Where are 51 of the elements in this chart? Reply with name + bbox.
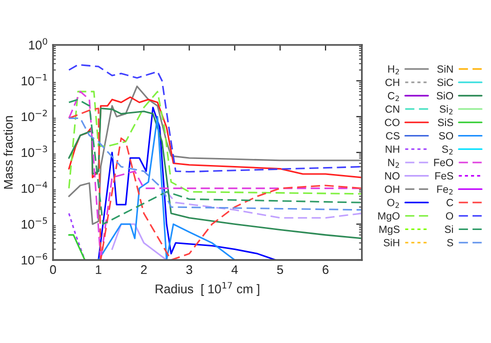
- line-series: [68, 90, 362, 195]
- line-series: [98, 106, 276, 260]
- x-axis-title: Radius [ 10$^{17}$ cm ]: [156, 282, 260, 296]
- legend-label: CO: [384, 118, 400, 126]
- y-tick-label: 10$^{0}$: [29, 38, 48, 50]
- legend-label: NH: [386, 146, 400, 153]
- legend-label: N$_{2}$: [388, 158, 399, 168]
- legend-label: H$_{2}$: [388, 65, 399, 74]
- legend-label: SiN: [437, 65, 453, 73]
- y-tick-label: 10$^{−5}$: [22, 217, 47, 229]
- legend-label: NO: [385, 172, 400, 180]
- y-tick-label: 10$^{−3}$: [22, 146, 48, 158]
- legend-label: SiS: [438, 118, 454, 126]
- legend-label: SO: [439, 132, 454, 140]
- line-series: [68, 64, 362, 172]
- legend-label: Si$_{2}$: [440, 105, 452, 114]
- y-tick-label: 10$^{−1}$: [22, 74, 47, 86]
- x-tick-label: 2: [141, 265, 147, 274]
- line-series: [68, 117, 362, 211]
- y-tick-label: 10$^{−2}$: [22, 110, 47, 122]
- line-series: [98, 116, 236, 260]
- legend-label: Fe$_{2}$: [437, 186, 453, 195]
- legend-label: OH: [384, 186, 400, 193]
- legend-label: S$_{2}$: [442, 145, 453, 154]
- line-series: [166, 191, 362, 219]
- legend-label: SiO: [436, 92, 454, 100]
- legend-label: C$_{2}$: [388, 92, 399, 102]
- legend-label: MgO: [378, 212, 400, 222]
- legend-label: CN: [385, 105, 400, 113]
- x-tick-label: 0: [50, 265, 56, 274]
- legend-label: Si: [444, 225, 453, 233]
- legend-label: CS: [386, 132, 400, 140]
- legend-label: SiH: [384, 238, 400, 246]
- legend-label: SiC: [437, 78, 454, 86]
- x-tick-label: 6: [322, 265, 328, 274]
- x-tick-label: 5: [277, 265, 284, 274]
- y-tick-label: 10$^{−4}$: [22, 182, 48, 193]
- legend-label: S: [447, 238, 454, 246]
- legend-label: MgS: [379, 226, 400, 236]
- x-tick-label: 1: [96, 265, 102, 274]
- legend-label: O$_{2}$: [387, 198, 399, 208]
- legend-label: FeO: [434, 158, 454, 166]
- legend-label: O: [446, 212, 454, 220]
- y-tick-label: 10$^{−6}$: [22, 253, 48, 265]
- line-series: [111, 223, 168, 260]
- y-axis-title: Mass fraction: [4, 116, 13, 189]
- legend-label: CH: [385, 78, 400, 86]
- legend-label: C: [446, 198, 454, 206]
- x-tick-label: 4: [232, 265, 238, 274]
- legend-label: FeS: [435, 172, 454, 180]
- x-tick-label: 3: [186, 265, 192, 274]
